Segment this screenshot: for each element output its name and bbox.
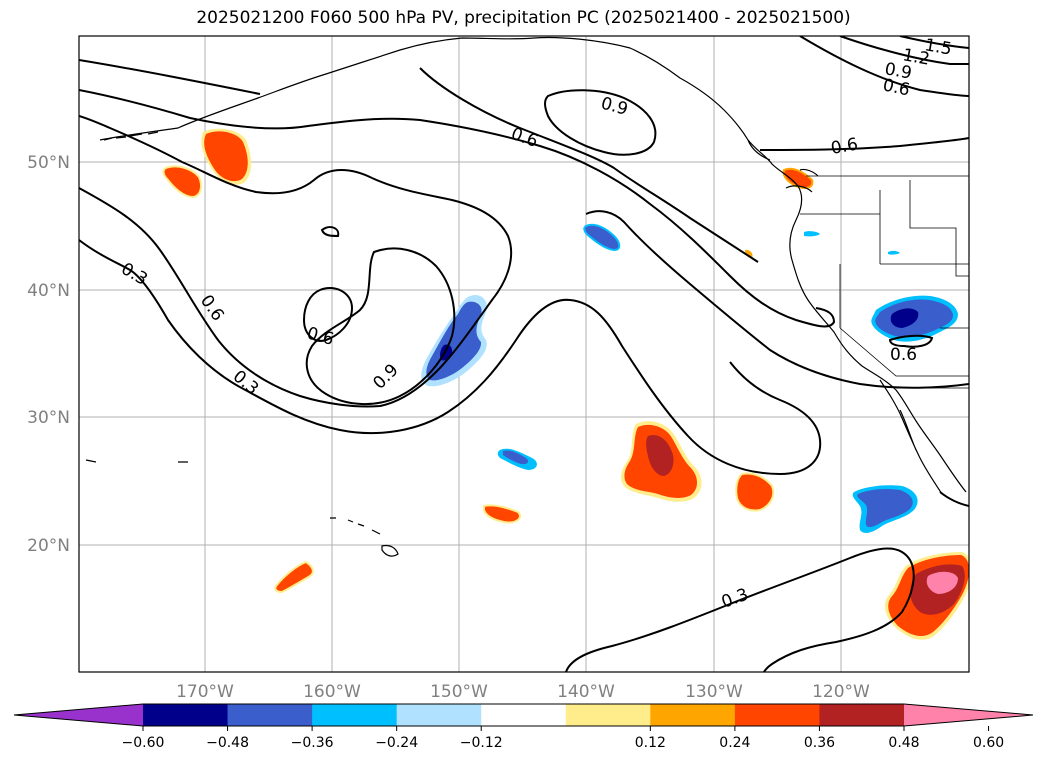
lon-label: 130°W xyxy=(685,682,743,702)
lat-label: 40°N xyxy=(27,281,70,301)
colorbar-tick-label: 0.36 xyxy=(804,735,835,751)
colorbar: −0.60 −0.48 −0.36 −0.24 −0.12 0.12 0.24 0.36 0.4… xyxy=(13,703,1034,751)
colorbar-extend-min xyxy=(14,704,143,726)
contour-0-9-north xyxy=(544,89,657,156)
precip-area xyxy=(888,250,900,255)
contour-0-3-b xyxy=(585,210,969,389)
contour-top xyxy=(79,59,261,95)
lon-label: 160°W xyxy=(303,682,361,702)
precip-area xyxy=(857,489,913,528)
coastline-baja xyxy=(879,379,943,495)
precip-shading xyxy=(162,128,969,640)
contour-0-6-b xyxy=(79,115,373,195)
colorbar-tick-label: −0.36 xyxy=(291,735,334,751)
pv-contours xyxy=(79,36,969,672)
lat-label: 20°N xyxy=(27,536,70,556)
colorbar-segment xyxy=(819,704,905,726)
precip-area xyxy=(890,308,919,328)
contour-0-3 xyxy=(79,239,822,476)
precip-area xyxy=(583,223,621,252)
contour-0-6-ne xyxy=(759,137,969,151)
map-title: 2025021200 F060 500 hPa PV, precipitatio… xyxy=(196,8,851,28)
border-states-south xyxy=(839,327,969,377)
lon-label: 140°W xyxy=(557,682,615,702)
coastline-na-west xyxy=(747,139,967,493)
colorbar-segment xyxy=(481,704,567,726)
coastline-hawaii xyxy=(330,517,399,557)
contour-0-9-inner xyxy=(305,247,456,406)
precip-area xyxy=(483,504,522,524)
contour-0-6-inner xyxy=(302,287,354,342)
contour-0-3-south xyxy=(565,547,915,672)
colorbar-segment xyxy=(396,704,482,726)
precip-area xyxy=(735,472,775,512)
lat-labels: 50°N 40°N 30°N 20°N xyxy=(27,153,70,556)
contour-0-6-small xyxy=(888,334,934,348)
contour-label: 0.6 xyxy=(829,135,859,159)
contour-small xyxy=(320,226,340,238)
colorbar-tick-label: −0.60 xyxy=(122,735,165,751)
coastline-alaska xyxy=(99,36,771,161)
coastlines xyxy=(85,36,967,557)
colorbar-segment xyxy=(143,704,229,726)
coastline-puget xyxy=(785,168,819,193)
precip-area xyxy=(804,231,820,237)
colorbar-segment xyxy=(227,704,313,726)
contour-0-9-ne xyxy=(799,36,969,97)
colorbar-segment xyxy=(565,704,651,726)
precip-area xyxy=(503,450,529,465)
colorbar-tick-label: −0.12 xyxy=(460,735,503,751)
colorbar-segment xyxy=(312,704,398,726)
colorbar-tick-label: 0.24 xyxy=(719,735,750,751)
lat-label: 50°N xyxy=(27,153,70,173)
colorbar-tick-label: 0.60 xyxy=(973,735,1004,751)
contour-1-5-ne xyxy=(899,36,969,49)
border-states xyxy=(800,190,969,328)
contour-label: 1.5 xyxy=(923,35,953,59)
lat-label: 30°N xyxy=(27,408,70,428)
gridlines xyxy=(79,36,969,672)
colorbar-segment xyxy=(734,704,820,726)
contour-0-6-c xyxy=(79,89,836,328)
border-states-east xyxy=(909,180,969,277)
aleutian-islands xyxy=(103,131,159,141)
precip-area xyxy=(162,165,202,199)
precip-area xyxy=(274,560,314,594)
colorbar-segment xyxy=(650,704,736,726)
lon-label: 170°W xyxy=(176,682,234,702)
contour-0-6-a xyxy=(79,177,513,408)
plot-frame xyxy=(78,35,970,673)
colorbar-tick-label: 0.12 xyxy=(635,735,666,751)
lon-labels: 170°W 160°W 150°W 140°W 130°W 120°W xyxy=(176,682,870,702)
contour-label: 0.6 xyxy=(890,345,917,365)
precip-area xyxy=(646,434,674,476)
lon-label: 150°W xyxy=(430,682,488,702)
contour-label: 0.9 xyxy=(883,59,913,83)
lon-label: 120°W xyxy=(812,682,870,702)
colorbar-tick-label: −0.24 xyxy=(375,735,418,751)
colorbar-extend-max xyxy=(904,704,1033,726)
precip-area xyxy=(745,249,753,258)
precip-area xyxy=(204,131,248,182)
contour-0-6-d xyxy=(419,67,759,263)
precip-area xyxy=(926,571,958,594)
contour-1-2-ne xyxy=(839,36,969,66)
colorbar-tick-label: 0.48 xyxy=(888,735,919,751)
contour-label: 1.2 xyxy=(901,45,931,69)
contour-se xyxy=(939,491,969,507)
precip-area xyxy=(782,167,814,189)
islands xyxy=(85,459,188,463)
colorbar-tick-label: −0.48 xyxy=(206,735,249,751)
